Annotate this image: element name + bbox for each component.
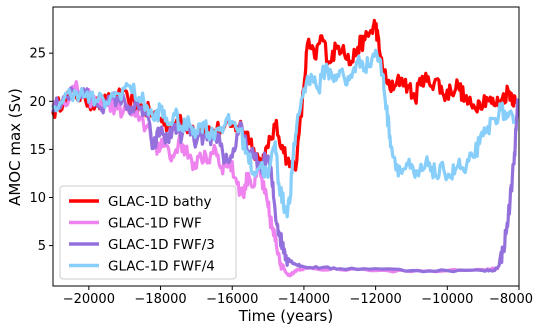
x-tick-label: −18000 [134,292,186,307]
y-tick-label: 25 [29,47,46,62]
y-tick-label: 20 [29,95,46,110]
series-layer [51,18,520,278]
x-tick-label: −8000 [489,292,533,307]
legend-label: GLAC-1D FWF/3 [108,237,215,253]
y-tick-label: 10 [29,191,46,206]
x-tick-label: −16000 [206,292,258,307]
x-tick-label: −12000 [349,292,401,307]
y-tick-label: 5 [38,239,46,254]
legend-label: GLAC-1D FWF [108,216,202,232]
legend: GLAC-1D bathy GLAC-1D FWF GLAC-1D FWF/3 GLA… [59,185,237,280]
legend-label: GLAC-1D bathy [108,194,212,210]
legend-box [59,185,237,280]
x-tick-label: −20000 [63,292,115,307]
series-line-4 [51,48,516,219]
plot-frame [52,6,520,287]
y-tick-label: 15 [29,143,46,158]
ticks-layer: −20000 −18000 −16000 −14000 −12000 −10000 −800… [29,47,533,307]
x-axis-label: Time (years) [238,307,333,325]
y-axis-label: AMOC max (Sv) [6,88,24,206]
legend-label: GLAC-1D FWF/4 [108,259,215,275]
x-tick-label: −14000 [278,292,330,307]
x-tick-label: −10000 [421,292,473,307]
